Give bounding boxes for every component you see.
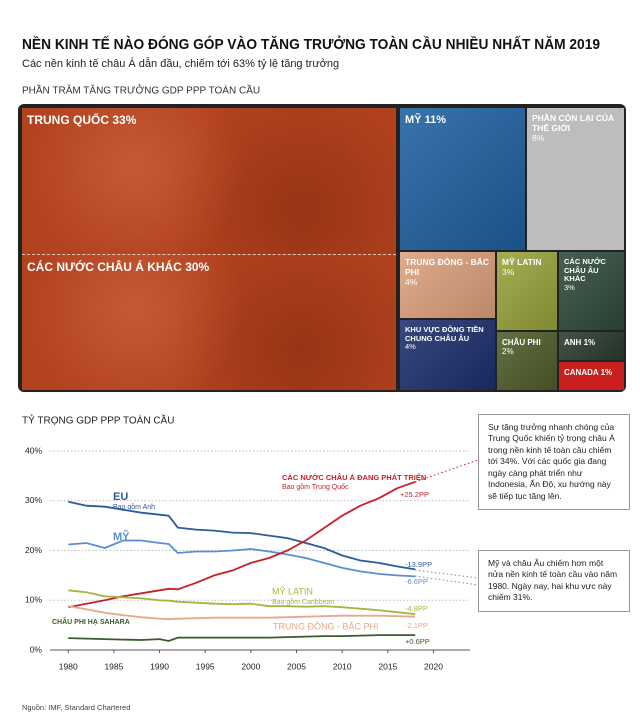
treemap-title: PHẦN TRĂM TĂNG TRƯỞNG GDP PPP TOÀN CẦU (22, 84, 260, 97)
treemap-cell: ANH 1% (559, 332, 624, 360)
page-title: NỀN KINH TẾ NÀO ĐÓNG GÓP VÀO TĂNG TRƯỞNG… (22, 35, 600, 53)
x-tick-label: 2015 (378, 661, 397, 671)
cell-label: CÁC NƯỚC CHÂU Á KHÁC (27, 260, 182, 274)
series-label: MỸ (113, 530, 130, 543)
cell-value: 30% (185, 260, 210, 274)
treemap-cell: CÁC NƯỚC CHÂU Á KHÁC 30% (22, 255, 396, 390)
series-note: Bao gồm Caribbean (272, 597, 334, 606)
cell-value: 3% (502, 266, 515, 277)
series-note: Bao gồm Anh (113, 502, 155, 511)
cell-value: 4% (405, 342, 416, 352)
treemap-cell: TRUNG QUỐC 33% (22, 108, 396, 255)
series-change: +0.6PP (405, 637, 430, 646)
connector (414, 569, 479, 579)
cell-value: 3% (564, 282, 575, 292)
callout: Sự tăng trưởng nhanh chóng của Trung Quố… (478, 414, 630, 511)
cell-value: 33% (112, 113, 137, 127)
cell-value: 2% (502, 347, 514, 357)
cell-label: CANADA (564, 368, 599, 377)
series-change: -13.9PP (405, 560, 432, 569)
treemap-cell: MỸ 11% (400, 108, 525, 250)
y-tick-label: 0% (30, 644, 43, 654)
series-change: -4.8PP (405, 604, 428, 613)
connector (414, 575, 479, 586)
series-note: Bao gồm Trung Quốc (282, 482, 349, 491)
x-tick-label: 2000 (241, 661, 260, 671)
x-tick-label: 1990 (150, 661, 169, 671)
cell-label: KHU VỰC ĐỒNG TIỀN CHUNG CHÂU ÂU (405, 325, 484, 343)
cell-label: TRUNG ĐÔNG - BẮC PHI (405, 257, 490, 277)
x-tick-label: 2005 (287, 661, 306, 671)
cell-label: MỸ LATIN (502, 257, 542, 267)
series-line (68, 500, 416, 571)
series-label: MỸ LATIN (272, 586, 313, 596)
cell-label: MỸ (405, 114, 422, 126)
cell-value: 1% (600, 368, 613, 377)
x-tick-label: 1985 (104, 661, 123, 671)
treemap-cell: KHU VỰC ĐỒNG TIỀN CHUNG CHÂU ÂU 4% (400, 320, 495, 390)
treemap-cell: CÁC NƯỚC CHÂU ÂU KHÁC 3% (559, 252, 624, 330)
series-change: +25.2PP (400, 490, 429, 499)
x-tick-label: 1980 (59, 661, 78, 671)
series-line (68, 634, 416, 642)
series-line (68, 539, 416, 578)
treemap-cell: PHẦN CÒN LẠI CỦA THẾ GIỚI 8% (527, 108, 624, 250)
series-line (68, 589, 416, 616)
series-line (68, 605, 416, 621)
treemap-cell: CANADA 1% (559, 362, 624, 390)
y-tick-label: 20% (25, 545, 42, 555)
series-line (68, 480, 416, 609)
cell-value: 11% (424, 114, 446, 126)
treemap-cell: CHÂU PHI 2% (497, 332, 557, 390)
cell-value: 1% (583, 338, 596, 347)
cell-label: PHẦN CÒN LẠI CỦA THẾ GIỚI (532, 113, 614, 133)
treemap-cell: TRUNG ĐÔNG - BẮC PHI 4% (400, 252, 495, 318)
x-tick-label: 2010 (333, 661, 352, 671)
cell-label: ANH (564, 338, 582, 347)
y-tick-label: 30% (25, 495, 42, 505)
source: Nguồn: IMF, Standard Chartered (22, 703, 130, 712)
series-change: -2.1PP (405, 621, 428, 630)
series-label: EU (113, 491, 128, 503)
line-chart-title: TỶ TRỌNG GDP PPP TOÀN CẦU (22, 414, 174, 427)
cell-value: 8% (532, 132, 545, 143)
cell-label: CHÂU PHI (502, 338, 541, 347)
y-tick-label: 40% (25, 445, 42, 455)
y-tick-label: 10% (25, 595, 42, 605)
x-tick-label: 2020 (424, 661, 443, 671)
series-label: CÁC NƯỚC CHÂU Á ĐANG PHÁT TRIỂN (282, 473, 426, 482)
page-subtitle: Các nền kinh tế châu Á dẫn đầu, chiếm tớ… (22, 57, 339, 70)
cell-label: TRUNG QUỐC (27, 113, 109, 127)
cell-value: 4% (405, 276, 418, 287)
treemap-cell: MỸ LATIN 3% (497, 252, 557, 330)
cell-label: CÁC NƯỚC CHÂU ÂU KHÁC (564, 257, 606, 284)
series-change: -6.6PP (405, 577, 428, 586)
x-tick-label: 1995 (196, 661, 215, 671)
series-label: CHÂU PHI HẠ SAHARA (52, 617, 130, 626)
series-label: TRUNG ĐÔNG - BẮC PHI (273, 621, 379, 631)
connector (414, 459, 479, 483)
callout: Mỹ và châu Âu chiếm hơn một nửa nền kinh… (478, 550, 630, 612)
